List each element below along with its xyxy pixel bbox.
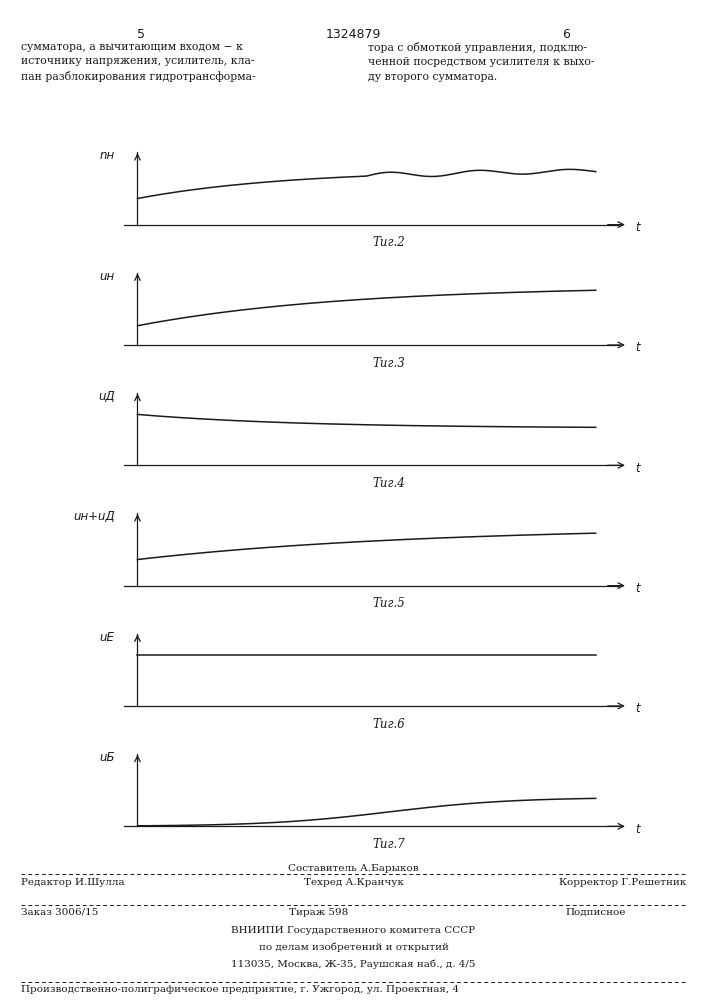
Text: Τиг.4: Τиг.4 [373, 477, 405, 490]
Text: Заказ 3006/15: Заказ 3006/15 [21, 908, 98, 917]
Text: тора с обмоткой управления, подклю-
ченной посредством усилителя к выхо-
ду втор: тора с обмоткой управления, подклю- ченн… [368, 42, 594, 82]
Text: $t$: $t$ [635, 823, 642, 836]
Text: Тираж 598: Тираж 598 [288, 908, 348, 917]
Text: 1324879: 1324879 [326, 28, 381, 41]
Text: Τиг.3: Τиг.3 [373, 357, 405, 370]
Text: Τиг.2: Τиг.2 [373, 236, 405, 249]
Text: 6: 6 [561, 28, 570, 41]
Text: Производственно-полиграфическое предприятие, г. Ужгород, ул. Проектная, 4: Производственно-полиграфическое предприя… [21, 985, 460, 994]
Text: uн: uн [100, 270, 115, 283]
Text: 5: 5 [137, 28, 146, 41]
Text: $t$: $t$ [635, 462, 642, 475]
Text: Τиг.5: Τиг.5 [373, 597, 405, 610]
Text: uБ: uБ [99, 751, 115, 764]
Text: $t$: $t$ [635, 702, 642, 715]
Text: Τиг.6: Τиг.6 [373, 718, 405, 731]
Text: сумматора, а вычитающим входом − к
источнику напряжения, усилитель, кла-
пан раз: сумматора, а вычитающим входом − к источ… [21, 42, 256, 82]
Text: uн+uД: uн+uД [73, 510, 115, 523]
Text: Техред А.Кранчук: Техред А.Кранчук [303, 878, 404, 887]
Text: $t$: $t$ [635, 341, 642, 354]
Text: $t$: $t$ [635, 221, 642, 234]
Text: nн: nн [100, 149, 115, 162]
Text: uД: uД [98, 390, 115, 403]
Text: $t$: $t$ [635, 582, 642, 595]
Text: ВНИИПИ Государственного комитета СССР: ВНИИПИ Государственного комитета СССР [231, 926, 476, 935]
Text: Редактор И.Шулла: Редактор И.Шулла [21, 878, 125, 887]
Text: Τиг.7: Τиг.7 [373, 838, 405, 851]
Text: Составитель А.Барыков: Составитель А.Барыков [288, 864, 419, 873]
Text: 113035, Москва, Ж-35, Раушская наб., д. 4/5: 113035, Москва, Ж-35, Раушская наб., д. … [231, 959, 476, 969]
Text: uЕ: uЕ [100, 631, 115, 644]
Text: по делам изобретений и открытий: по делам изобретений и открытий [259, 943, 448, 952]
Text: Корректор Г.Решетник: Корректор Г.Решетник [559, 878, 686, 887]
Text: Подписное: Подписное [566, 908, 626, 917]
